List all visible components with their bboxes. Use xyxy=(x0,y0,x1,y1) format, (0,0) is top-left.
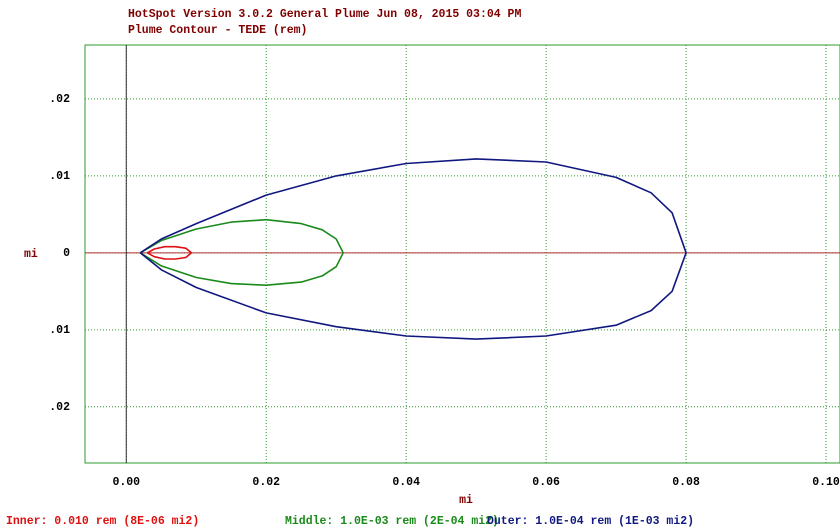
y-tick-label: .01 xyxy=(49,324,70,337)
x-tick-label: 0.02 xyxy=(252,476,280,489)
contour-line xyxy=(139,218,344,286)
chart-subtitle: Plume Contour - TEDE (rem) xyxy=(128,24,307,37)
y-tick-label: .02 xyxy=(49,401,70,414)
y-tick-label: .01 xyxy=(49,170,70,183)
legend-entry: Outer: 1.0E-04 rem (1E-03 mi2) xyxy=(487,515,694,528)
contour-line xyxy=(139,158,687,340)
y-tick-label: .02 xyxy=(49,93,70,106)
x-tick-label: 0.06 xyxy=(532,476,560,489)
contour-line xyxy=(146,245,193,260)
x-axis-label: mi xyxy=(459,494,473,507)
chart-title: HotSpot Version 3.0.2 General Plume Jun … xyxy=(128,8,521,21)
plot-border xyxy=(84,44,840,464)
x-tick-label: 0.04 xyxy=(392,476,420,489)
x-tick-label: 0.10 xyxy=(812,476,840,489)
x-tick-label: 0.08 xyxy=(672,476,700,489)
legend-entry: Middle: 1.0E-03 rem (2E-04 mi2) xyxy=(285,515,499,528)
y-axis-label: mi xyxy=(24,248,38,261)
legend-entry: Inner: 0.010 rem (8E-06 mi2) xyxy=(6,515,199,528)
x-tick-label: 0.00 xyxy=(112,476,140,489)
y-tick-label: 0 xyxy=(63,247,70,260)
